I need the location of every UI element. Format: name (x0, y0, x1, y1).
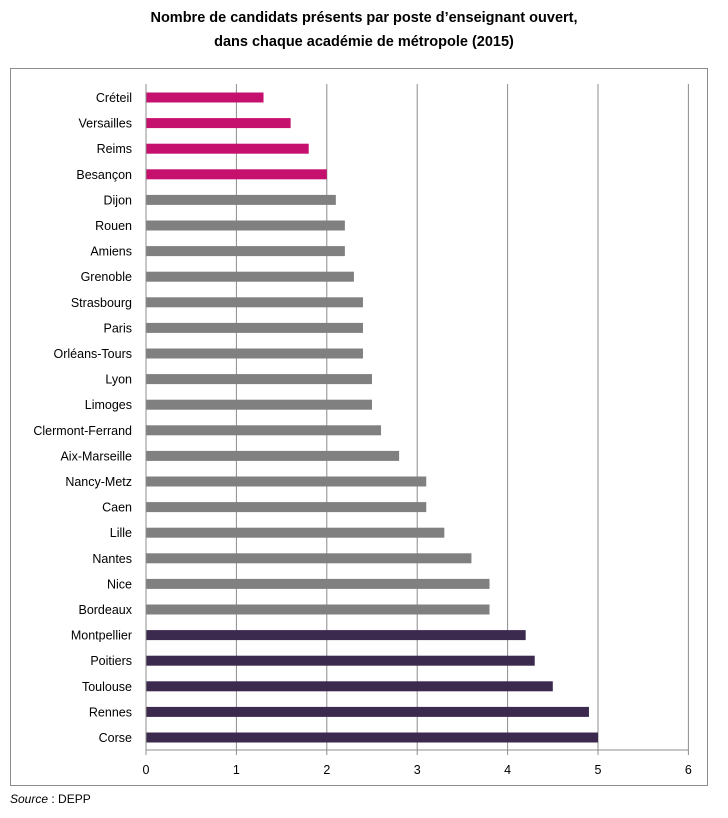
bar (146, 169, 327, 180)
category-label: Toulouse (82, 680, 132, 694)
bar (146, 527, 445, 538)
bar (146, 578, 490, 589)
category-label: Rennes (89, 705, 132, 719)
bar (146, 322, 363, 333)
category-label: Nancy-Metz (65, 475, 132, 489)
category-label: Montpellier (71, 629, 132, 643)
source-value: DEPP (58, 792, 91, 806)
bar (146, 246, 345, 257)
source-label: Source (10, 792, 49, 806)
chart-title-line-1: Nombre de candidats présents par poste d… (150, 10, 578, 26)
x-tick-label: 2 (323, 763, 330, 777)
bar (146, 118, 291, 129)
category-label: Bordeaux (78, 603, 132, 617)
bar (146, 681, 553, 692)
category-label: Corse (99, 731, 132, 745)
bar (146, 553, 472, 564)
category-label: Strasbourg (71, 296, 132, 310)
category-label: Lille (110, 526, 132, 540)
bar (146, 92, 264, 103)
category-label: Rouen (95, 219, 132, 233)
category-label: Aix-Marseille (60, 449, 132, 463)
x-tick-label: 5 (595, 763, 602, 777)
bar (146, 706, 589, 717)
category-label: Dijon (104, 193, 133, 207)
category-label: Clermont-Ferrand (33, 424, 132, 438)
bar (146, 297, 363, 308)
category-label: Amiens (90, 245, 132, 259)
bar (146, 271, 354, 282)
chart-title: Nombre de candidats présents par poste d… (0, 6, 728, 54)
bar (146, 143, 309, 154)
category-label: Besançon (76, 168, 132, 182)
bar (146, 399, 372, 410)
bar (146, 194, 336, 205)
x-tick-label: 6 (685, 763, 692, 777)
category-label: Lyon (105, 373, 132, 387)
category-label: Nantes (92, 552, 132, 566)
x-tick-label: 3 (414, 763, 421, 777)
category-label: Limoges (85, 398, 132, 412)
chart-frame (10, 68, 708, 786)
chart-title-line-2: dans chaque académie de métropole (2015) (214, 34, 514, 50)
bar (146, 732, 598, 743)
bar (146, 630, 526, 641)
bar (146, 425, 382, 436)
source-separator: : (48, 792, 59, 806)
category-label: Paris (104, 321, 132, 335)
bar (146, 450, 400, 461)
category-label: Nice (107, 577, 132, 591)
category-label: Créteil (96, 91, 132, 105)
x-tick-label: 0 (143, 763, 150, 777)
bar (146, 348, 363, 359)
category-label: Poitiers (90, 654, 132, 668)
source-note: Source : DEPP (10, 792, 91, 806)
bar (146, 374, 372, 385)
bar (146, 502, 427, 513)
x-tick-label: 1 (233, 763, 240, 777)
bar (146, 476, 427, 487)
bar (146, 604, 490, 615)
x-tick-label: 4 (504, 763, 511, 777)
bar (146, 220, 345, 231)
category-label: Orléans-Tours (54, 347, 133, 361)
bar (146, 655, 535, 666)
category-label: Versailles (79, 117, 133, 131)
category-label: Reims (97, 142, 132, 156)
category-label: Grenoble (81, 270, 132, 284)
category-label: Caen (102, 501, 132, 515)
